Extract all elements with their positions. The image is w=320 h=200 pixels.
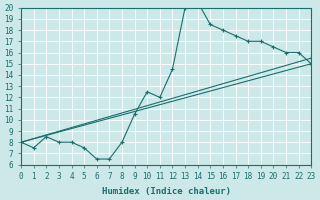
X-axis label: Humidex (Indice chaleur): Humidex (Indice chaleur) [102, 187, 231, 196]
